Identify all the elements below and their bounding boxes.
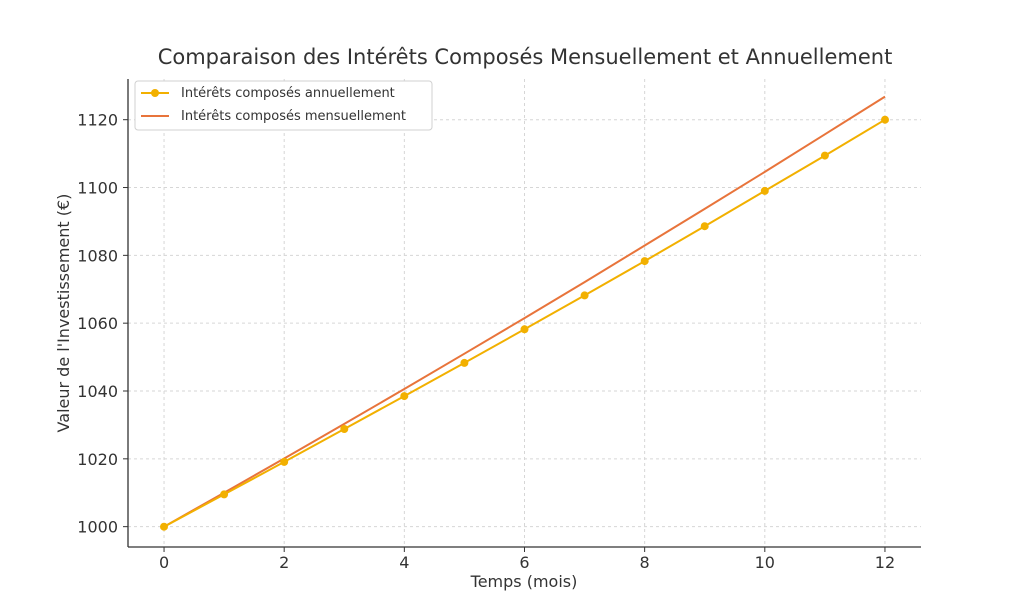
data-point-annual	[881, 115, 889, 124]
legend-label-monthly: Intérêts composés mensuellement	[181, 109, 406, 124]
y-axis-label: Valeur de l'Investissement (€)	[54, 194, 73, 433]
data-point-annual	[820, 151, 829, 160]
data-point-annual	[160, 522, 168, 531]
x-tick-label: 12	[875, 553, 895, 572]
data-point-annual	[640, 257, 649, 266]
y-tick-label: 1020	[77, 450, 118, 469]
data-point-annual	[580, 291, 589, 300]
x-tick-label: 8	[640, 553, 650, 572]
x-axis-label: Temps (mois)	[470, 572, 578, 591]
x-tick-label: 4	[399, 553, 409, 572]
x-ticks: 0 2 4 6 8 10 12	[159, 547, 895, 572]
data-point-annual	[280, 457, 289, 466]
x-tick-label: 0	[159, 553, 169, 572]
data-point-annual	[460, 358, 469, 367]
y-tick-label: 1080	[77, 246, 118, 265]
y-ticks: 1000 1020 1040 1060 1080 1100 1120	[77, 111, 128, 537]
data-point-annual	[340, 425, 349, 433]
y-tick-label: 1000	[77, 518, 118, 537]
y-tick-label: 1040	[77, 382, 118, 401]
series-layer	[160, 95, 889, 531]
y-tick-label: 1060	[77, 314, 118, 333]
x-tick-label: 6	[519, 553, 529, 572]
legend-box	[134, 80, 433, 131]
data-point-annual	[220, 490, 229, 499]
x-tick-label: 2	[279, 553, 289, 572]
data-point-annual	[520, 325, 529, 334]
y-tick-label: 1100	[77, 179, 118, 198]
chart-title: Comparaison des Intérêts Composés Mensue…	[158, 45, 893, 69]
y-tick-label: 1120	[77, 111, 118, 130]
legend-label-annual: Intérêts composés annuellement	[181, 86, 395, 101]
data-point-annual	[760, 186, 769, 195]
data-point-annual	[700, 222, 709, 231]
legend-marker-annual	[151, 89, 159, 97]
x-tick-label: 10	[755, 553, 775, 572]
series-line-monthly	[163, 95, 886, 528]
grid	[128, 79, 921, 547]
data-point-annual	[400, 392, 409, 401]
legend: Intérêts composés annuellement Intérêts …	[134, 80, 433, 131]
